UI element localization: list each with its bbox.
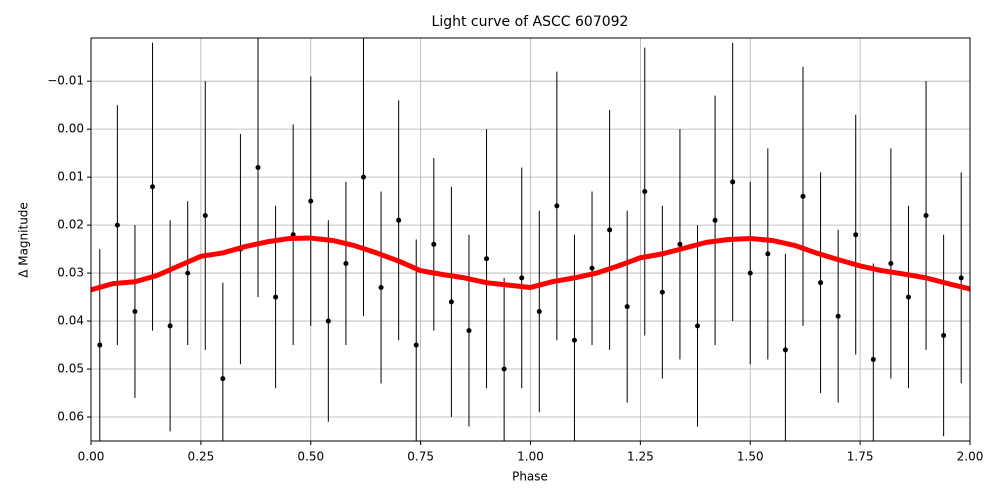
data-point — [273, 294, 279, 300]
x-tick-label: 0.75 — [407, 450, 434, 464]
data-point — [255, 165, 261, 171]
data-point — [185, 270, 191, 276]
data-point — [132, 308, 138, 314]
data-point — [484, 256, 490, 262]
x-tick-label: 2.00 — [957, 450, 984, 464]
y-tick-label: 0.04 — [57, 314, 84, 328]
data-point — [642, 189, 648, 195]
data-point — [624, 304, 630, 310]
data-point — [571, 337, 577, 343]
data-point — [202, 213, 208, 219]
y-tick-label: 0.06 — [57, 410, 84, 424]
x-axis-label: Phase — [512, 470, 548, 484]
data-point — [853, 232, 859, 238]
data-point — [431, 241, 437, 247]
data-point — [659, 289, 665, 295]
data-point — [712, 217, 718, 223]
x-tick-label: 0.50 — [297, 450, 324, 464]
data-point — [114, 222, 120, 228]
data-point — [325, 318, 331, 324]
data-point — [730, 179, 736, 185]
y-axis-label: Δ Magnitude — [17, 202, 31, 278]
x-tick-label: 1.00 — [517, 450, 544, 464]
y-tick-label: 0.05 — [57, 362, 84, 376]
data-point — [343, 260, 349, 266]
chart-title: Light curve of ASCC 607092 — [432, 14, 629, 30]
data-point — [888, 260, 894, 266]
y-tick-label: 0.02 — [57, 218, 84, 232]
data-point — [905, 294, 911, 300]
data-point — [150, 184, 156, 190]
data-point — [97, 342, 103, 348]
data-point — [695, 323, 701, 329]
y-tick-label: −0.01 — [47, 74, 84, 88]
data-point — [747, 270, 753, 276]
data-point — [958, 275, 964, 281]
data-point — [765, 251, 771, 257]
data-point — [677, 241, 683, 247]
data-point — [396, 217, 402, 223]
x-tick-label: 1.75 — [847, 450, 874, 464]
data-point — [519, 275, 525, 281]
x-tick-label: 1.25 — [627, 450, 654, 464]
data-point — [941, 332, 947, 338]
data-point — [378, 284, 384, 290]
data-point — [220, 376, 226, 382]
data-point — [923, 213, 929, 219]
data-point — [818, 280, 824, 286]
x-tick-label: 1.50 — [737, 450, 764, 464]
binned-curve — [91, 235, 970, 293]
data-point — [413, 342, 419, 348]
y-tick-label: 0.00 — [57, 122, 84, 136]
y-tick-label: 0.01 — [57, 170, 84, 184]
data-point — [501, 366, 507, 372]
data-point — [308, 198, 314, 204]
data-point — [782, 347, 788, 353]
data-point — [536, 308, 542, 314]
data-point — [466, 328, 472, 334]
grid — [90, 38, 971, 441]
data-point — [448, 299, 454, 305]
x-tick-label: 0.00 — [78, 450, 105, 464]
y-tick-label: 0.03 — [57, 266, 84, 280]
data-point — [607, 227, 613, 233]
data-point — [167, 323, 173, 329]
data-point — [835, 313, 841, 319]
data-point — [800, 193, 806, 199]
data-point — [870, 356, 876, 362]
plot-area — [91, 38, 970, 441]
x-tick-label: 0.25 — [188, 450, 215, 464]
data-point — [360, 174, 366, 180]
data-point — [589, 265, 595, 271]
axes: 0.00 0.25 0.50 0.75 1.00 1.25 1.50 1.75 2.00 −0.0… — [47, 74, 983, 464]
data-point — [554, 203, 560, 209]
